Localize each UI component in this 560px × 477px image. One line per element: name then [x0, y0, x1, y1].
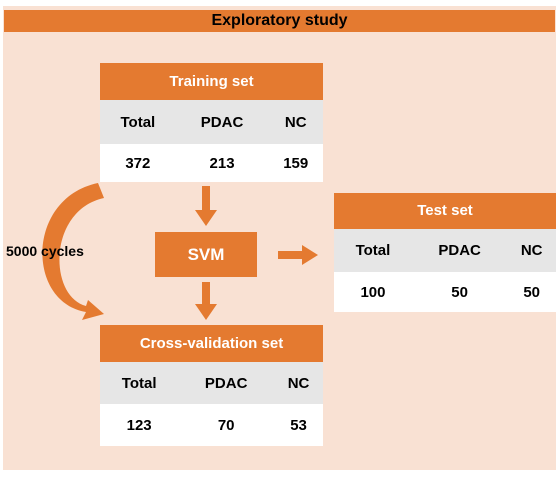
arrow-svm-to-cv [195, 282, 217, 320]
arrow-train-to-svm [195, 186, 217, 226]
arrow-svm-to-test [278, 245, 318, 265]
cycles-label: 5000 cycles [6, 243, 84, 259]
